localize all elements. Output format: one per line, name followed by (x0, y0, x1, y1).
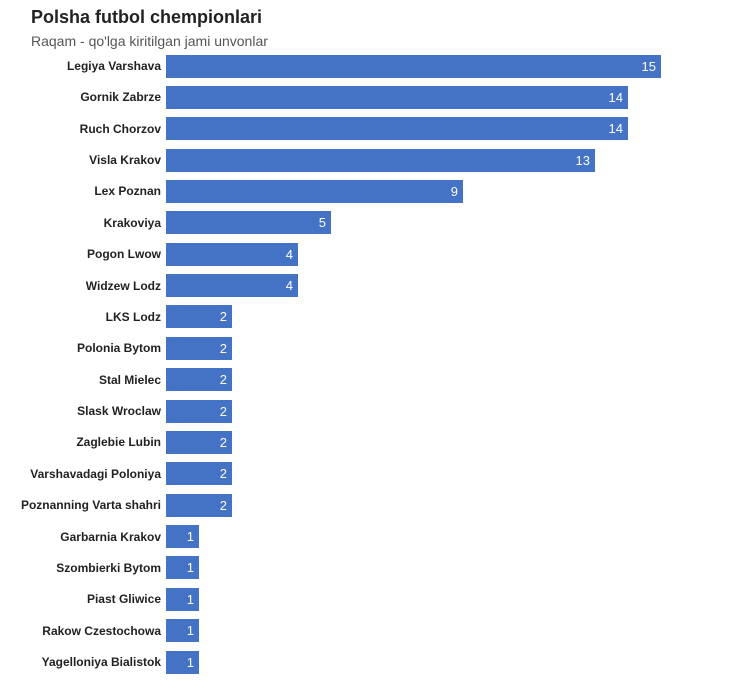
bar (166, 525, 199, 549)
y-tick-label: Varshavadagi Poloniya (30, 466, 161, 481)
y-tick-label: Widzew Lodz (85, 278, 161, 293)
y-tick-label: Yagelloniya Bialistok (41, 655, 161, 670)
bar (166, 305, 232, 329)
bar (166, 587, 199, 611)
value-label: 2 (219, 372, 227, 388)
value-label: 5 (318, 215, 326, 231)
y-tick-label: Piast Gliwice (86, 592, 161, 607)
y-tick-label: Pogon Lwow (87, 247, 161, 262)
value-label: 4 (285, 246, 293, 262)
y-tick-label: Visla Krakov (89, 153, 161, 168)
value-label: 1 (186, 560, 194, 576)
value-label: 1 (186, 529, 194, 545)
y-tick-label: Slask Wroclaw (77, 404, 161, 419)
bar (166, 54, 661, 78)
bar (166, 430, 232, 454)
value-label: 2 (219, 403, 227, 419)
y-tick-label: Szombierki Bytom (56, 560, 161, 575)
value-label: 9 (450, 183, 458, 199)
value-label: 2 (219, 340, 227, 356)
y-tick-label: Lex Poznan (94, 184, 161, 199)
bar (166, 336, 232, 360)
y-tick-label: Zaglebie Lubin (76, 435, 161, 450)
value-label: 14 (608, 121, 623, 137)
value-label: 13 (575, 152, 590, 168)
y-tick-label: Legiya Varshava (66, 59, 161, 73)
bar (166, 242, 298, 266)
y-tick-label: Garbarnia Krakov (60, 529, 161, 544)
bar (166, 556, 199, 580)
value-label: 15 (641, 58, 656, 74)
bar (166, 85, 628, 109)
y-tick-label: LKS Lodz (105, 309, 161, 324)
bar (166, 148, 595, 172)
y-tick-label: Polonia Bytom (76, 341, 161, 356)
y-tick-label: Stal Mielec (98, 372, 161, 387)
value-label: 1 (186, 591, 194, 607)
value-label: 1 (186, 654, 194, 670)
value-label: 2 (219, 434, 227, 450)
chart-subtitle: Raqam - qo'lga kiritilgan jami unvonlar (31, 33, 268, 49)
value-label: 2 (219, 466, 227, 482)
value-label: 14 (608, 89, 623, 105)
y-tick-label: Krakoviya (103, 215, 161, 230)
y-tick-label: Rakow Czestochowa (42, 623, 161, 638)
y-tick-label: Gornik Zabrze (80, 90, 161, 105)
y-tick-label: Poznanning Varta shahri (20, 498, 161, 513)
bar (166, 117, 628, 141)
bar (166, 368, 232, 392)
bar (166, 650, 199, 674)
bar (166, 462, 232, 486)
bar (166, 399, 232, 423)
chart-title: Polsha futbol chempionlari (31, 7, 263, 27)
value-label: 2 (219, 309, 227, 325)
value-label: 4 (285, 278, 293, 294)
value-label: 2 (219, 497, 227, 513)
bar (166, 211, 331, 235)
bar (166, 493, 232, 517)
y-tick-label: Ruch Chorzov (79, 121, 161, 136)
bar (166, 179, 463, 203)
bar (166, 619, 199, 643)
bar (166, 274, 298, 298)
value-label: 1 (186, 623, 194, 639)
